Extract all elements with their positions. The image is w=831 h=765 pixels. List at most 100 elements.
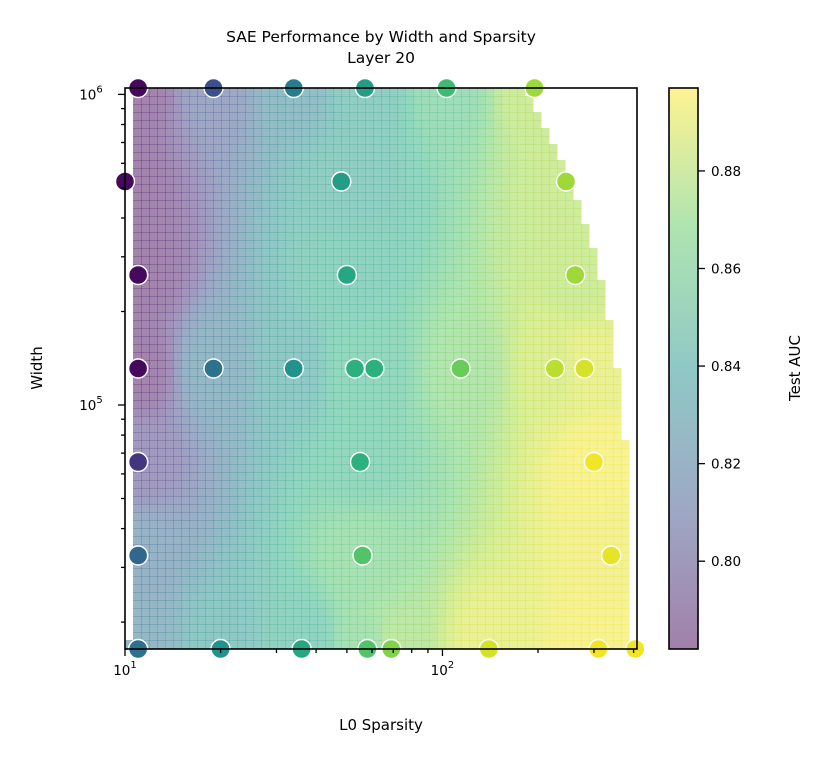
heatmap-cell [341,232,350,241]
heatmap-cell [149,416,158,425]
heatmap-cell [341,368,350,377]
heatmap-cell [301,200,310,209]
heatmap-cell [517,584,526,593]
heatmap-cell [261,432,270,441]
heatmap-cell [325,152,334,161]
heatmap-cell [437,392,446,401]
heatmap-cell [341,256,350,265]
heatmap-cell [333,504,342,513]
heatmap-cell [421,512,430,521]
heatmap-cell [597,504,606,513]
heatmap-cell [269,184,278,193]
heatmap-cell [493,432,502,441]
heatmap-cell [213,344,222,353]
heatmap-cell [309,184,318,193]
heatmap-cell [581,384,590,393]
heatmap-cell [429,456,438,465]
heatmap-cell [405,368,414,377]
heatmap-cell [381,280,390,289]
heatmap-cell [541,360,550,369]
heatmap-cell [373,152,382,161]
heatmap-cell [525,608,534,617]
heatmap-cell [405,584,414,593]
heatmap-cell [261,368,270,377]
heatmap-cell [533,640,542,649]
heatmap-cell [389,376,398,385]
heatmap-cell [421,216,430,225]
heatmap-cell [277,192,286,201]
heatmap-cell [301,464,310,473]
heatmap-cell [477,480,486,489]
heatmap-cell [365,128,374,137]
heatmap-cell [485,344,494,353]
heatmap-cell [261,232,270,241]
heatmap-cell [373,456,382,465]
heatmap-cell [325,232,334,241]
heatmap-cell [349,128,358,137]
heatmap-cell [429,224,438,233]
heatmap-cell [301,152,310,161]
heatmap-cell [237,400,246,409]
heatmap-cell [293,496,302,505]
heatmap-cell [477,160,486,169]
heatmap-cell [453,160,462,169]
heatmap-cell [277,640,286,649]
heatmap-cell [261,312,270,321]
heatmap-cell [285,256,294,265]
heatmap-cell [437,240,446,249]
heatmap-cell [429,448,438,457]
heatmap-cell [269,552,278,561]
heatmap-cell [573,560,582,569]
heatmap-cell [525,584,534,593]
heatmap-cell [517,504,526,513]
heatmap-cell [229,224,238,233]
heatmap-cell [317,496,326,505]
heatmap-cell [333,640,342,649]
heatmap-cell [157,432,166,441]
heatmap-cell [533,144,542,153]
heatmap-cell [429,272,438,281]
heatmap-cell [477,576,486,585]
heatmap-cell [405,376,414,385]
heatmap-cell [621,512,630,521]
colorbar-tick-label: 0.86 [711,261,741,277]
heatmap-cell [517,136,526,145]
heatmap-cell [525,176,534,185]
heatmap-cell [229,384,238,393]
heatmap-cell [213,136,222,145]
heatmap-cell [509,200,518,209]
heatmap-cell [269,328,278,337]
heatmap-cell [245,208,254,217]
heatmap-cell [413,304,422,313]
heatmap-cell [477,200,486,209]
heatmap-cell [173,480,182,489]
heatmap-cell [357,112,366,121]
heatmap-cell [477,168,486,177]
heatmap-cell [325,176,334,185]
heatmap-cell [477,456,486,465]
heatmap-cell [437,224,446,233]
heatmap-cell [165,552,174,561]
heatmap-cell [341,472,350,481]
heatmap-cell [325,568,334,577]
heatmap-cell [437,576,446,585]
heatmap-cell [541,256,550,265]
heatmap-cell [237,208,246,217]
heatmap-cell [469,256,478,265]
heatmap-cell [485,200,494,209]
heatmap-cell [261,144,270,153]
heatmap-cell [205,544,214,553]
heatmap-cell [213,240,222,249]
heatmap-cell [277,288,286,297]
heatmap-cell [229,296,238,305]
heatmap-cell [301,552,310,561]
heatmap-cell [541,152,550,161]
heatmap-cell [445,168,454,177]
heatmap-cell [141,536,150,545]
heatmap-cell [597,560,606,569]
heatmap-cell [253,224,262,233]
heatmap-cell [533,368,542,377]
heatmap-cell [221,456,230,465]
heatmap-cell [237,392,246,401]
heatmap-cell [477,304,486,313]
